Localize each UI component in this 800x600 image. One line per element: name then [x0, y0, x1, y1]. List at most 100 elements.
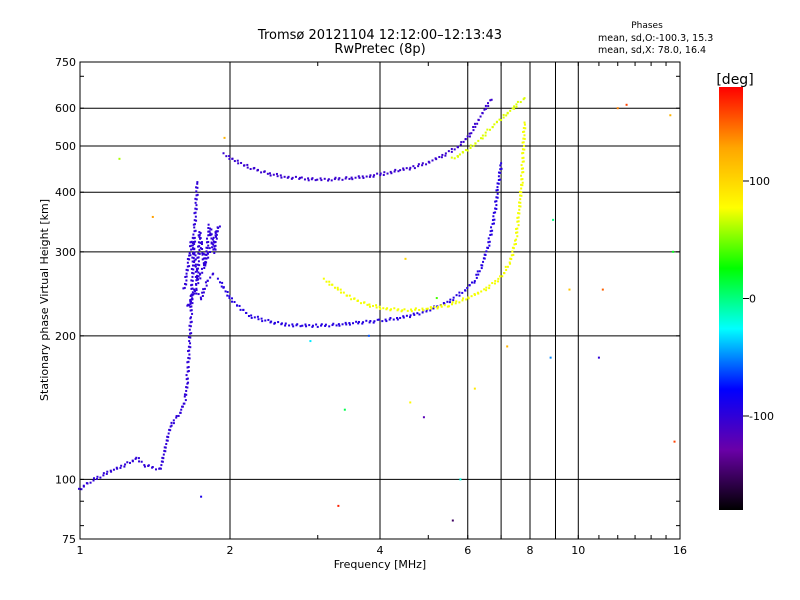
data-point	[509, 257, 512, 260]
data-point	[187, 350, 190, 353]
data-point	[196, 263, 199, 266]
data-point	[491, 282, 494, 285]
data-point	[199, 296, 202, 299]
data-point	[466, 149, 469, 152]
data-point	[204, 257, 207, 260]
data-point	[275, 172, 278, 175]
x-tick-label: 6	[464, 544, 471, 557]
data-point	[197, 234, 200, 237]
data-point	[250, 314, 253, 317]
data-point	[190, 284, 193, 287]
data-point	[193, 259, 196, 262]
data-point	[338, 324, 341, 327]
data-point	[491, 219, 494, 222]
data-point	[328, 283, 331, 286]
data-point	[221, 281, 224, 284]
data-point	[190, 332, 193, 335]
data-point	[170, 421, 173, 424]
data-point	[159, 467, 162, 470]
phase-legend-title: Phases	[631, 21, 663, 31]
data-point	[501, 275, 504, 278]
data-point	[519, 194, 522, 197]
data-point	[253, 316, 256, 319]
data-point	[496, 196, 499, 199]
data-point	[372, 175, 375, 178]
data-point	[200, 495, 203, 498]
data-point	[520, 183, 523, 186]
data-point	[483, 253, 486, 256]
data-point	[320, 324, 323, 327]
data-point	[192, 223, 195, 226]
data-point	[477, 139, 480, 142]
data-point	[222, 152, 225, 155]
data-point	[194, 265, 197, 268]
data-point	[482, 257, 485, 260]
data-point	[192, 293, 195, 296]
data-point	[421, 307, 424, 310]
data-point	[516, 235, 519, 238]
data-point	[291, 323, 294, 326]
data-point	[519, 198, 522, 201]
data-point	[382, 307, 385, 310]
data-point	[191, 260, 194, 263]
data-point	[438, 155, 441, 158]
data-point	[209, 251, 212, 254]
data-point	[459, 143, 462, 146]
data-point	[175, 416, 178, 419]
data-point	[499, 171, 502, 174]
data-point	[341, 178, 344, 181]
data-point	[523, 130, 526, 133]
data-point	[189, 317, 192, 320]
data-point	[216, 226, 219, 229]
data-point	[521, 157, 524, 160]
y-tick-label: 600	[55, 102, 76, 115]
data-point	[193, 248, 196, 251]
data-point	[361, 175, 364, 178]
data-point	[488, 240, 491, 243]
data-point	[86, 482, 89, 485]
data-point	[236, 159, 239, 162]
data-point	[330, 179, 333, 182]
data-point	[194, 229, 197, 232]
data-point	[669, 114, 672, 117]
data-point	[296, 323, 299, 326]
data-point	[198, 245, 201, 248]
data-point	[451, 303, 454, 306]
data-point	[378, 318, 380, 321]
data-point	[198, 233, 201, 236]
data-point	[189, 300, 192, 303]
data-point	[189, 342, 192, 345]
data-point	[196, 181, 199, 184]
data-point	[485, 289, 488, 292]
data-point	[191, 264, 194, 267]
data-point	[165, 443, 168, 446]
data-point	[379, 307, 382, 310]
data-point	[115, 466, 118, 469]
data-point	[204, 264, 207, 267]
data-point	[154, 468, 157, 471]
data-point	[246, 163, 249, 166]
data-point	[499, 275, 502, 278]
data-point	[625, 103, 628, 106]
data-point	[433, 305, 436, 308]
data-point	[287, 175, 290, 178]
data-point	[487, 241, 490, 244]
data-point	[161, 460, 164, 463]
data-point	[523, 134, 526, 137]
data-point	[102, 472, 105, 475]
data-point	[196, 276, 199, 279]
data-point	[212, 240, 215, 243]
data-point	[339, 288, 342, 291]
data-point	[428, 161, 431, 164]
data-point	[468, 132, 471, 135]
data-point	[421, 164, 424, 167]
data-point	[193, 236, 196, 239]
data-point	[214, 231, 217, 234]
data-point	[246, 166, 249, 169]
data-point	[204, 263, 207, 266]
data-point	[320, 179, 323, 182]
data-point	[196, 182, 199, 185]
data-point	[459, 478, 462, 481]
data-point	[497, 179, 500, 182]
data-point	[267, 318, 270, 321]
